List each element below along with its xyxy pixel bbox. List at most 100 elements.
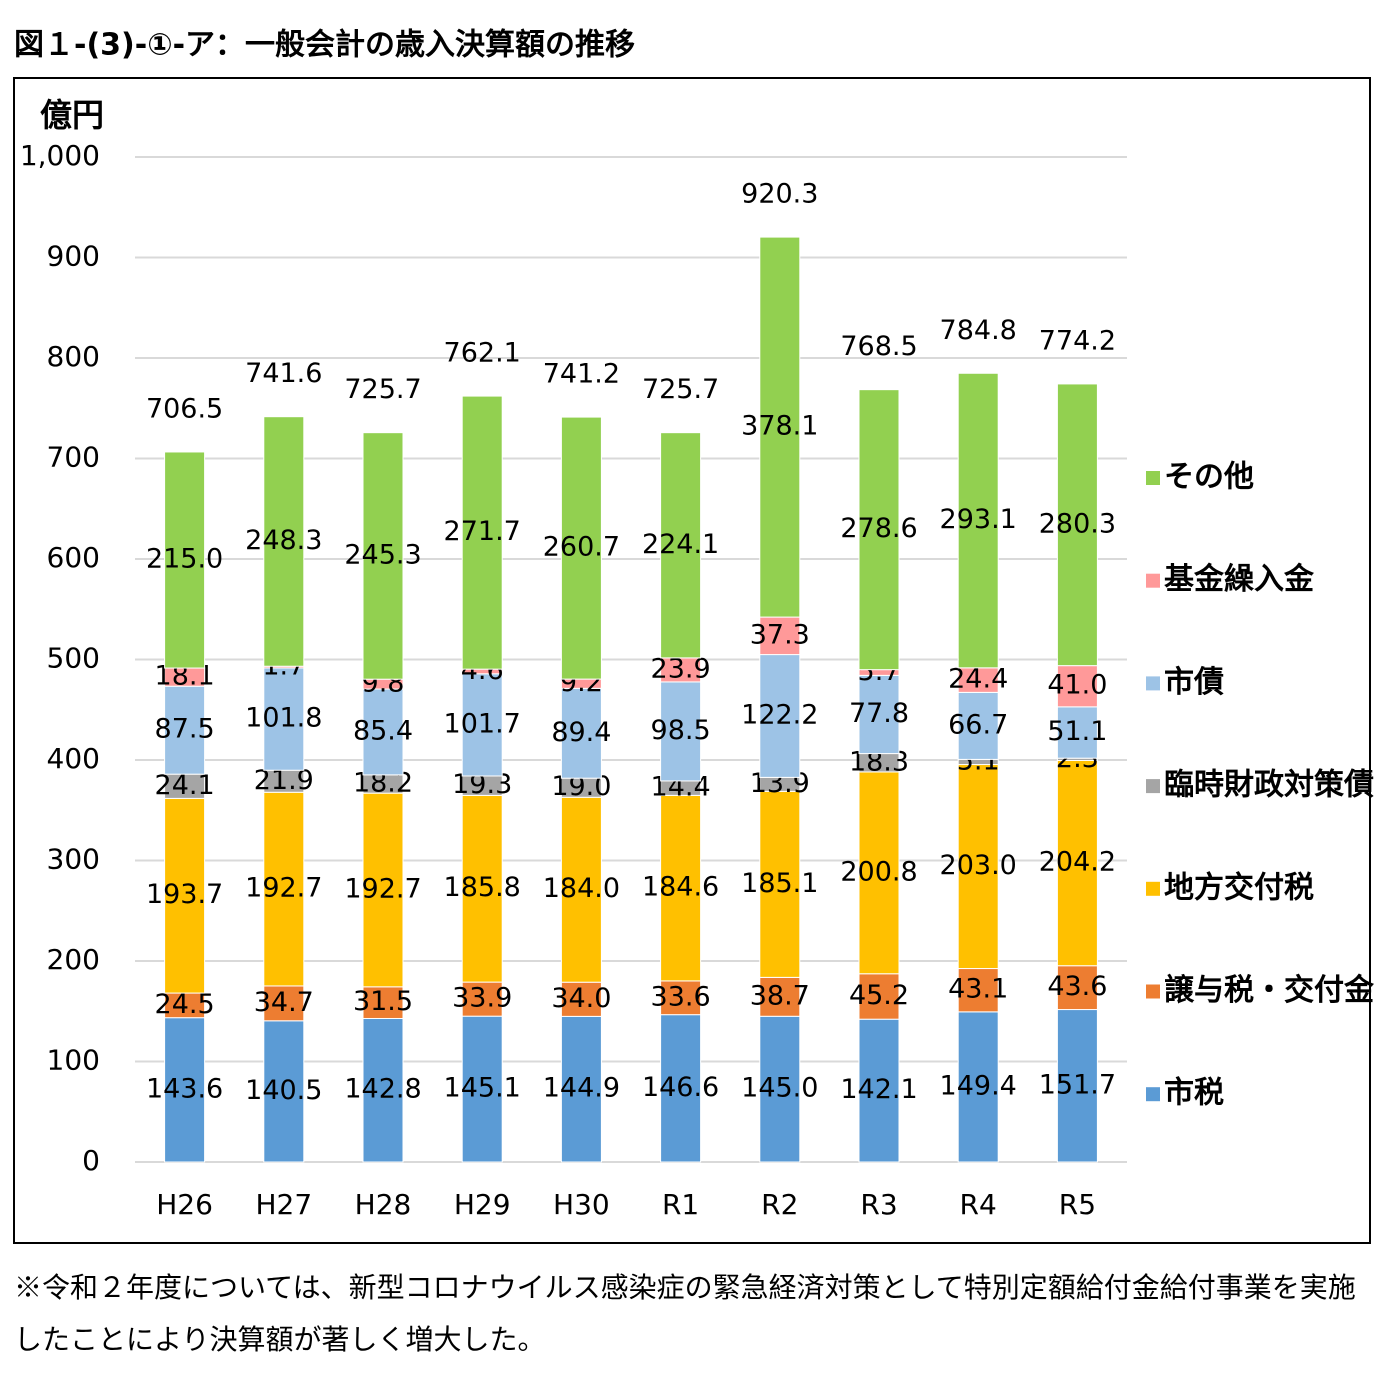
legend-swatch — [1146, 984, 1160, 999]
total-label: 725.7 — [344, 374, 421, 405]
bar-segment — [660, 1014, 702, 1163]
y-tick-label: 1,000 — [20, 139, 100, 172]
bar-segment — [560, 1015, 602, 1163]
value-label: 280.3 — [1039, 508, 1116, 539]
value-label: 66.7 — [948, 709, 1008, 740]
bar-segment — [263, 416, 305, 667]
legend-label: 譲与税・交付金 — [1164, 973, 1375, 1008]
bar-segment — [1056, 965, 1098, 1011]
chart-frame — [13, 77, 1371, 1244]
value-label: 43.1 — [948, 974, 1008, 1005]
bar-segment — [362, 432, 404, 680]
footnote: ※令和２年度については、新型コロナウイルス感染症の緊急経済対策として特別定額給付… — [14, 1271, 1356, 1356]
y-tick-label: 200 — [47, 943, 100, 976]
y-tick-label: 100 — [47, 1044, 100, 1077]
total-label: 741.6 — [245, 358, 322, 389]
y-tick-label: 700 — [47, 441, 100, 474]
value-label: 51.1 — [1047, 716, 1107, 747]
bar-segment — [362, 1017, 404, 1163]
value-label: 98.5 — [651, 715, 711, 746]
total-label: 762.1 — [444, 338, 521, 369]
bar-segment — [560, 416, 602, 680]
x-tick-label: H26 — [156, 1188, 213, 1221]
value-label: 143.6 — [146, 1073, 223, 1104]
x-tick-label: H30 — [553, 1188, 610, 1221]
bar-segment — [1056, 665, 1098, 708]
value-label: 41.0 — [1047, 670, 1107, 701]
x-tick-label: R4 — [960, 1188, 997, 1221]
value-label: 144.9 — [543, 1073, 620, 1104]
legend-label: 市税 — [1164, 1076, 1224, 1111]
bar-segment — [1056, 383, 1098, 667]
chart: 図１-(3)-①-ア：一般会計の歳入決算額の推移 億円 0 100 200 300 40… — [13, 28, 1375, 1244]
bar-segment — [362, 986, 404, 1019]
value-label: 378.1 — [741, 411, 818, 442]
value-label: 142.8 — [344, 1074, 421, 1105]
bar-segment — [957, 1011, 999, 1163]
value-label: 37.3 — [750, 619, 810, 650]
value-label: 34.7 — [254, 987, 314, 1018]
value-label: 260.7 — [543, 532, 620, 563]
value-label: 38.7 — [750, 980, 810, 1011]
bar-segment — [858, 1018, 900, 1163]
legend-label: 地方交付税 — [1164, 870, 1314, 905]
bar-segment — [362, 688, 404, 776]
y-tick-label: 900 — [47, 240, 100, 273]
value-label: 204.2 — [1039, 847, 1116, 878]
bar-segment — [164, 797, 206, 994]
bar-segment — [858, 771, 900, 975]
bar-segment — [263, 1020, 305, 1163]
bar-segment — [1056, 706, 1098, 759]
y-tick-label: 800 — [47, 340, 100, 373]
bar-segment — [461, 1015, 503, 1163]
bar-segment — [164, 1017, 206, 1163]
bar-segment — [560, 687, 602, 779]
value-label: 24.5 — [155, 989, 215, 1020]
value-label: 192.7 — [344, 873, 421, 904]
value-label: 34.0 — [551, 983, 611, 1014]
x-tick-label: H28 — [355, 1188, 412, 1221]
value-label: 185.8 — [444, 872, 521, 903]
bar-segment — [858, 389, 900, 671]
value-label: 33.6 — [651, 981, 711, 1012]
bar-segment — [164, 451, 206, 669]
value-label: 23.9 — [651, 653, 711, 684]
value-label: 24.4 — [948, 664, 1008, 695]
total-label: 774.2 — [1039, 325, 1116, 356]
x-tick-label: R1 — [662, 1188, 699, 1221]
bar-segment — [560, 981, 602, 1017]
value-label: 122.2 — [741, 699, 818, 730]
value-label: 145.1 — [444, 1073, 521, 1104]
legend-label: 市債 — [1164, 665, 1224, 700]
bar-segment — [858, 973, 900, 1020]
bar-segment — [660, 657, 702, 683]
bar-segment — [759, 976, 801, 1017]
value-label: 149.4 — [940, 1070, 1017, 1101]
value-label: 151.7 — [1039, 1069, 1116, 1100]
y-tick-label: 0 — [82, 1144, 100, 1177]
value-label: 33.9 — [452, 983, 512, 1014]
value-label: 215.0 — [146, 544, 223, 575]
total-label: 920.3 — [741, 179, 818, 210]
bar-segment — [957, 372, 999, 669]
value-label: 77.8 — [849, 698, 909, 729]
value-label: 43.6 — [1047, 971, 1107, 1002]
value-label: 184.6 — [642, 872, 719, 903]
total-label: 768.5 — [840, 331, 917, 362]
y-tick-label: 500 — [47, 642, 100, 675]
bar-segment — [858, 674, 900, 755]
value-label: 278.6 — [840, 513, 917, 544]
bar-segment — [461, 794, 503, 983]
value-label: 203.0 — [940, 850, 1017, 881]
value-label: 248.3 — [245, 525, 322, 556]
legend-label: その他 — [1164, 460, 1254, 495]
x-tick-label: H27 — [255, 1188, 312, 1221]
bar-segment — [957, 691, 999, 760]
legend-label: 基金繰入金 — [1164, 562, 1315, 597]
legend-label: 臨時財政対策債 — [1164, 768, 1374, 803]
value-label: 101.7 — [444, 708, 521, 739]
value-label: 145.0 — [741, 1073, 818, 1104]
value-label: 192.7 — [245, 873, 322, 904]
legend-swatch — [1146, 573, 1160, 588]
total-label: 741.2 — [543, 359, 620, 390]
